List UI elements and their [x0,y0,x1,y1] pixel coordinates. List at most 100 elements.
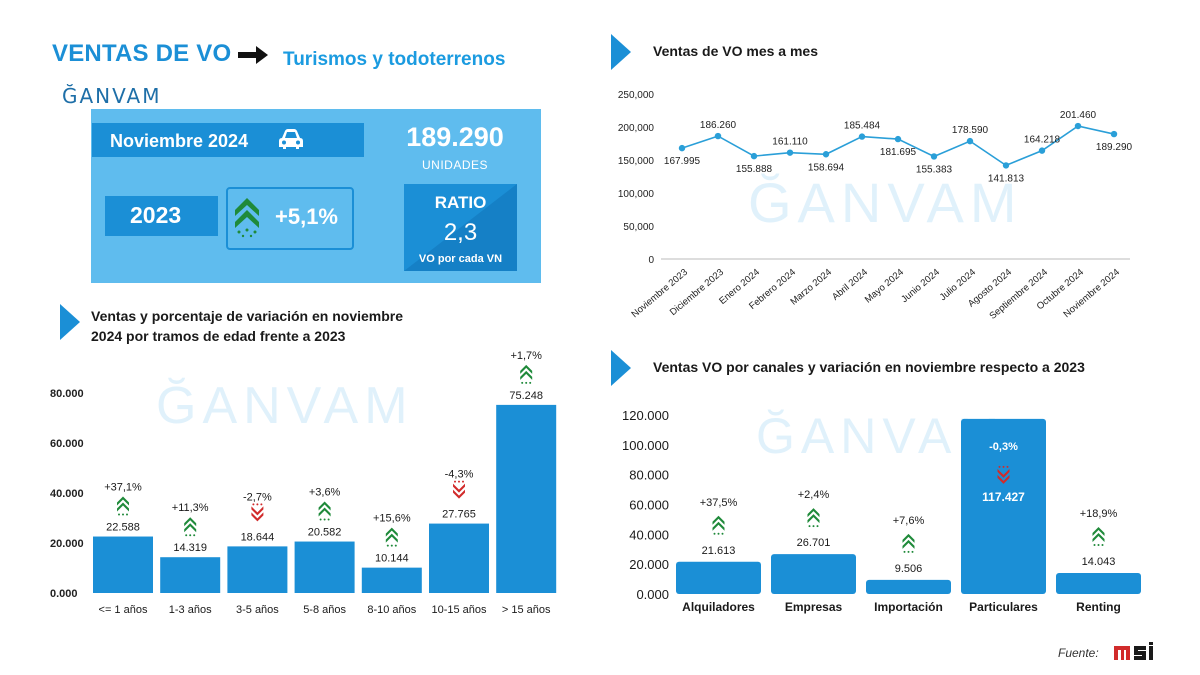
y-tick-label: 60.000 [629,498,669,513]
arrow-right-icon [238,46,268,64]
watermark-logo: ĞANVAM [756,408,1005,464]
bar [93,536,153,593]
bar [160,557,221,593]
trend-up-icon [1092,527,1105,547]
data-point [858,133,866,140]
variation-label: +37,5% [700,497,738,509]
bar [361,567,422,593]
data-label: 181.695 [880,147,917,158]
watermark-logo: ĞANVAM [156,377,414,435]
y-tick-label: 0.000 [50,588,78,600]
bar-value-label: 14.043 [1082,556,1116,568]
trend-up-icon [235,198,259,238]
kpi-units-label: UNIDADES [421,158,488,172]
ratio-box [404,184,517,271]
y-tick-label: 100.000 [622,438,669,453]
trend-up-icon [318,501,331,521]
y-tick-label: 200,000 [618,123,655,134]
bar-value-label: 22.588 [106,522,140,534]
series-line [681,125,1115,167]
data-point [1038,147,1046,154]
age-chart-title-line1: Ventas y porcentaje de variación en novi… [91,308,404,324]
data-label: 161.110 [772,137,808,148]
data-point [678,144,686,152]
variation-label: +3,6% [309,487,341,499]
x-tick-label: Renting [1076,600,1121,614]
trend-up-icon [520,364,533,384]
data-point [930,153,938,160]
variation-label: -0,3% [989,441,1018,453]
data-label: 186.260 [700,120,737,131]
x-tick-label: Mayo 2024 [863,267,906,306]
kpi-month: Noviembre 2024 [110,131,249,151]
variation-label: +11,3% [172,502,209,514]
channels-bar-chart: ĞANVAM 0.000 20.000 40.000 60.000 80.000 100.0… [622,408,1141,614]
data-label: 178.590 [952,125,989,136]
age-chart-title: Ventas y porcentaje de variación en novi… [91,306,471,346]
age-bar-chart: ĞANVAM 0.000 20.000 40.000 60.000 80.000 22.58… [50,350,557,616]
car-icon [279,129,303,149]
y-tick-label: 40.000 [50,488,84,500]
y-tick-label: 100,000 [618,189,655,200]
y-tick-label: 120.000 [622,408,669,423]
bar-value-label: 75.248 [509,390,543,402]
monthly-line-chart: ĞANVAM 0 50,000 100,000 150,000 200,000 250,00… [618,90,1133,322]
page-title: VENTAS DE VO [52,40,232,67]
data-label: 189.290 [1096,142,1133,153]
y-tick-label: 50,000 [623,222,654,233]
y-tick-label: 20.000 [50,538,84,550]
section-marker-icon [611,350,631,386]
bar-value-label: 20.582 [308,527,342,539]
data-label: 155.888 [736,164,773,175]
y-tick-label: 250,000 [618,90,655,101]
y-tick-label: 20.000 [629,557,669,572]
channels-chart-title: Ventas VO por canales y variación en nov… [653,359,1085,375]
trend-down-icon [997,465,1010,484]
data-point [822,151,830,158]
x-tick-label: 8-10 años [367,604,416,616]
y-tick-label: 80.000 [629,468,669,483]
variation-label: +15,6% [373,513,411,525]
ratio-label: VO por cada VN [418,253,503,265]
x-tick-label: Importación [874,600,943,614]
data-point [966,137,974,145]
x-tick-label: 1-3 años [169,604,212,616]
ratio-title: RATIO [434,193,487,212]
y-tick-label: 0.000 [636,587,669,602]
bar [961,418,1046,594]
variation-label: +37,1% [104,482,142,494]
section-marker-icon [60,304,80,340]
variation-label: -2,7% [243,491,272,503]
bar-value-label: 14.319 [173,542,207,554]
y-tick-label: 80.000 [50,388,84,400]
watermark-logo: ĞANVAM [748,171,1023,234]
bar [227,546,288,593]
data-point [786,149,794,156]
bar-value-label: 117.427 [982,490,1025,504]
trend-up-icon [807,508,820,528]
trend-up-icon [117,496,129,516]
bar [866,579,951,594]
data-label: 164.218 [1024,135,1061,146]
bar [496,404,557,593]
data-point [714,132,722,140]
ratio-value: 2,3 [443,219,478,246]
x-tick-label: <= 1 años [99,604,148,616]
bar-value-label: 18.644 [241,531,275,543]
bar-value-label: 27.765 [442,509,476,521]
variation-label: -4,3% [445,469,474,481]
trend-up-icon [712,515,725,535]
data-label: 158.694 [808,162,845,173]
page-subtitle: Turismos y todoterrenos [283,49,506,70]
trend-down-icon [251,503,264,522]
section-marker-icon [611,34,631,70]
data-label: 201.460 [1060,110,1097,121]
data-point [894,135,902,143]
bar [676,561,761,594]
kpi-variation: +5,1% [275,204,338,229]
variation-label: +1,7% [510,350,542,362]
y-tick-label: 40.000 [629,527,669,542]
x-tick-label: > 15 años [502,604,551,616]
data-label: 185.484 [844,121,881,132]
x-tick-label: Alquiladores [682,600,755,614]
